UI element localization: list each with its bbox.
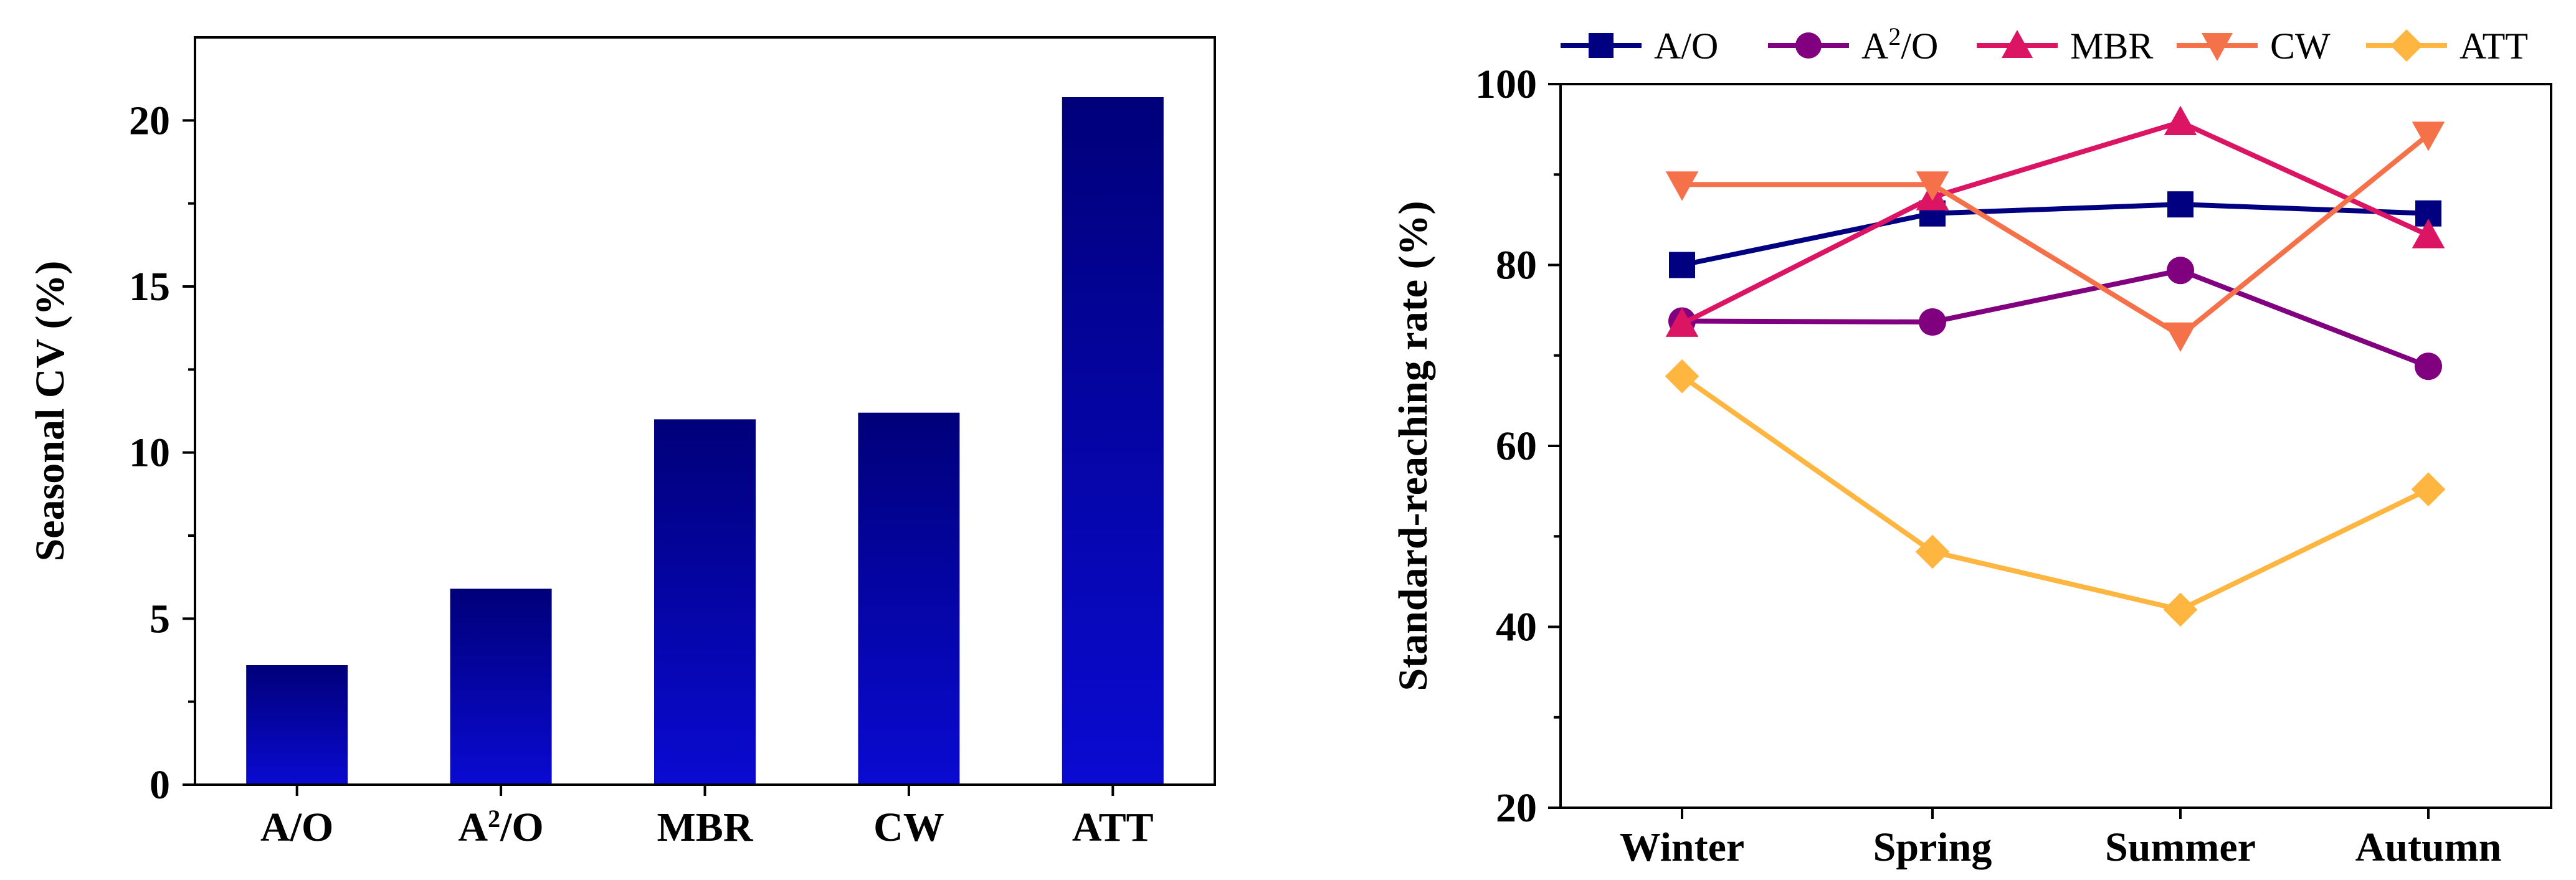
line-legend: A/O A2/O MBR CW ATT xyxy=(1561,22,2528,67)
series-line xyxy=(1681,119,2430,326)
legend-label: A/O xyxy=(1654,26,1718,67)
bar-ticks: A/O A2/O MBR CW ATT 0 5 10 15 20 xyxy=(129,98,1154,850)
legend-marker xyxy=(2002,30,2033,58)
line-x-tick-label: Spring xyxy=(1873,825,1992,870)
series-point xyxy=(2164,322,2197,352)
line-x-tick-label: Autumn xyxy=(2355,825,2502,870)
series-2 xyxy=(1668,257,2443,381)
bar-x-tick-label: A/O xyxy=(260,805,333,850)
legend-label: CW xyxy=(2270,26,2331,67)
legend-item-1: A/O xyxy=(1561,26,1718,67)
series-4 xyxy=(1665,121,2445,352)
series-point xyxy=(2411,472,2446,507)
legend-item-4: CW xyxy=(2177,26,2331,67)
bar-3 xyxy=(654,419,756,785)
line-y-tick-label: 60 xyxy=(1496,423,1537,469)
bar-y-tick-label: 0 xyxy=(150,762,170,808)
legend-item-3: MBR xyxy=(1977,26,2153,67)
series-line xyxy=(1682,133,2430,339)
bar-1 xyxy=(246,665,348,785)
bar-x-tick-label: MBR xyxy=(657,805,754,850)
bar-marks xyxy=(246,97,1164,785)
series-line xyxy=(1680,374,2430,613)
series-5 xyxy=(1665,359,2446,627)
line-ticks: Winter Spring Summer Autumn 20 40 60 80 100 xyxy=(1475,62,2501,870)
legend-label: MBR xyxy=(2070,26,2153,67)
series-point xyxy=(2412,121,2445,151)
legend-marker xyxy=(2390,29,2423,62)
bar-y-axis-title: Seasonal CV (%) xyxy=(27,261,73,562)
bar-y-tick-label: 20 xyxy=(129,98,170,143)
legend-marker xyxy=(1589,33,1614,58)
series-3 xyxy=(1665,105,2445,337)
series-point xyxy=(1665,359,1699,394)
legend-label: A2/O xyxy=(1861,22,1938,67)
bar-y-tick-label: 5 xyxy=(150,596,170,641)
line-y-axis-title: Standard-reaching rate (%) xyxy=(1390,201,1436,691)
line-marks xyxy=(1665,105,2446,627)
legend-marker xyxy=(1795,32,1822,59)
line-y-tick-label: 100 xyxy=(1475,62,1537,107)
bar-2 xyxy=(450,589,552,785)
series-point xyxy=(2414,352,2443,381)
series-point xyxy=(1665,171,1699,201)
line-y-tick-label: 80 xyxy=(1496,243,1537,288)
series-point xyxy=(1916,171,1949,201)
line-y-tick-label: 40 xyxy=(1496,605,1537,650)
series-point xyxy=(2167,191,2193,218)
series-point xyxy=(2166,257,2195,285)
series-point xyxy=(2163,592,2198,627)
bar-x-tick-label: A2/O xyxy=(458,805,543,851)
series-line xyxy=(1681,202,2429,268)
legend-item-2: A2/O xyxy=(1768,22,1938,67)
bar-x-tick-label: CW xyxy=(873,805,944,850)
bar-y-tick-label: 15 xyxy=(129,264,170,310)
series-1 xyxy=(1669,191,2441,278)
bar-5 xyxy=(1062,97,1164,785)
bar-x-tick-label: ATT xyxy=(1072,805,1154,850)
line-x-tick-label: Summer xyxy=(2105,825,2256,870)
series-point xyxy=(1669,252,1695,278)
bar-4 xyxy=(858,412,960,785)
legend-marker xyxy=(2202,33,2233,61)
legend-item-5: ATT xyxy=(2366,26,2528,67)
series-point xyxy=(1915,534,1950,569)
series-point xyxy=(2412,219,2445,248)
series-point xyxy=(1918,308,1947,336)
bar-y-tick-label: 10 xyxy=(129,430,170,476)
series-point xyxy=(2164,105,2197,136)
line-x-tick-label: Winter xyxy=(1620,825,1744,870)
legend-label: ATT xyxy=(2460,26,2528,67)
line-plot-frame xyxy=(1559,83,2552,809)
series-point xyxy=(1665,307,1699,337)
bar-chart: A/O A2/O MBR CW ATT 0 5 10 15 20 Seasonal CV (%) xyxy=(27,36,1216,850)
series-line xyxy=(1681,268,2430,369)
line-y-tick-label: 20 xyxy=(1496,785,1537,831)
